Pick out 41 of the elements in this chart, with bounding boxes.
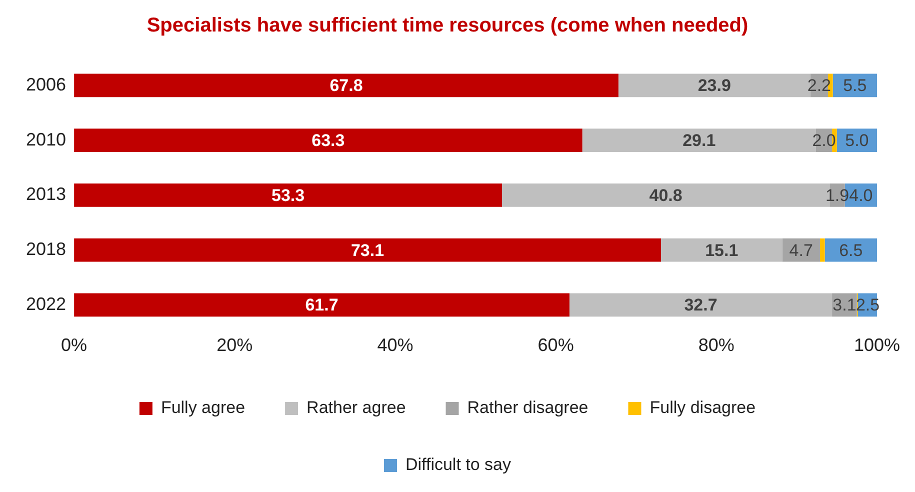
data-label: 23.9 <box>698 76 731 96</box>
y-tick-label: 2018 <box>26 239 66 260</box>
data-label: 73.1 <box>350 240 384 260</box>
data-label: 63.3 <box>312 131 345 150</box>
x-tick-label: 60% <box>538 335 574 356</box>
y-tick-label: 2013 <box>26 184 66 204</box>
x-tick-label: 100% <box>854 335 900 356</box>
bar <box>74 293 570 317</box>
x-tick-label: 0% <box>61 335 88 356</box>
bar <box>820 238 825 262</box>
bar <box>661 238 782 262</box>
chart-title: Specialists have sufficient time resources (come when needed) <box>146 14 748 37</box>
y-tick-label: 2010 <box>26 129 66 150</box>
data-label: 40.8 <box>649 186 682 205</box>
legend-label: Fully agree <box>160 398 246 418</box>
data-label: 53.3 <box>271 186 305 205</box>
data-label: 15.1 <box>705 240 738 260</box>
bar <box>74 74 618 98</box>
data-label: 29.1 <box>682 131 716 150</box>
data-label: 5.0 <box>845 131 869 150</box>
data-label: 5.5 <box>843 76 867 96</box>
data-label: 3.1 <box>832 296 856 315</box>
x-tick-label: 40% <box>377 335 414 356</box>
legend-label: Difficult to say <box>406 455 512 474</box>
data-label: 4.7 <box>789 240 813 260</box>
y-tick-label: 2022 <box>26 294 66 314</box>
data-label: 67.8 <box>330 76 363 96</box>
x-tick-label: 80% <box>698 335 734 356</box>
data-label: 32.7 <box>684 296 718 315</box>
legend-label: Rather disagree <box>467 398 588 418</box>
bar <box>74 238 662 262</box>
y-tick-label: 2006 <box>26 74 66 94</box>
legend-label: Fully disagree <box>650 398 756 418</box>
bar <box>74 184 502 207</box>
data-label: 6.5 <box>839 240 863 260</box>
data-label: 4.0 <box>849 186 873 205</box>
x-tick-label: 20% <box>216 335 253 356</box>
data-label: 61.7 <box>305 296 338 315</box>
legend-label: Rather agree <box>306 398 406 418</box>
bar <box>74 128 582 152</box>
bar <box>569 293 832 317</box>
